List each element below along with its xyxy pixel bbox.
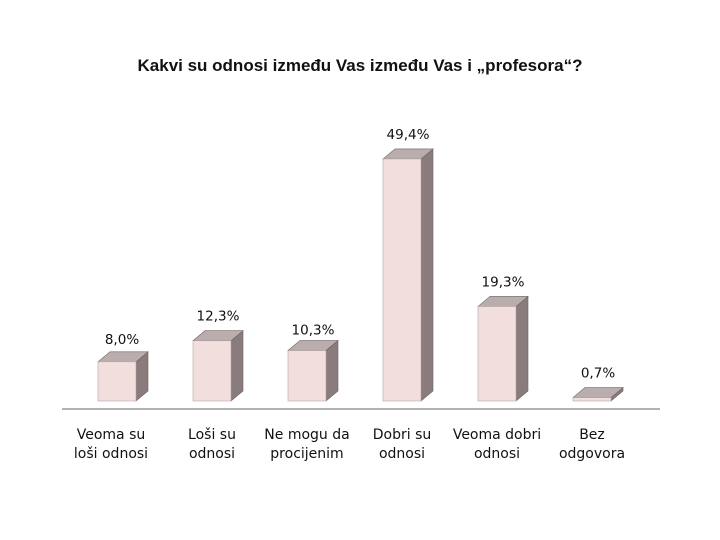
- data-label: 0,7%: [581, 366, 615, 382]
- category-label-line: odnosi: [378, 446, 426, 462]
- bar-front: [287, 350, 327, 402]
- bar-side: [420, 148, 434, 402]
- category-label-line: Ne mogu da: [264, 427, 350, 443]
- category-label-line: procijenim: [270, 446, 344, 462]
- data-label: 12,3%: [197, 309, 240, 325]
- category-label-line: Dobri su: [372, 427, 432, 443]
- bar: [287, 339, 339, 402]
- bar-side: [325, 339, 339, 402]
- category-label: Veoma dobri odnosi: [442, 426, 552, 464]
- category-label-line: odnosi: [188, 446, 236, 462]
- bar-side: [515, 295, 529, 402]
- data-label: 8,0%: [105, 332, 139, 348]
- bar-front: [477, 306, 517, 402]
- bar-front: [97, 361, 137, 402]
- bar: [97, 351, 149, 402]
- category-label-line: Bez: [579, 427, 605, 443]
- category-label: Loši su odnosi: [157, 426, 267, 464]
- bar: [192, 330, 244, 402]
- category-label-line: Veoma dobri: [452, 427, 542, 443]
- category-label: Dobri su odnosi: [347, 426, 457, 464]
- category-label: Veoma su loši odnosi: [56, 426, 166, 464]
- bar-front: [382, 158, 422, 402]
- data-label: 10,3%: [292, 323, 335, 339]
- bar-front: [572, 397, 612, 402]
- category-label: Bez odgovora: [537, 426, 647, 464]
- category-label: Ne mogu da procijenim: [252, 426, 362, 464]
- chart-title: Kakvi su odnosi između Vas između Vas i …: [137, 56, 583, 75]
- bar: [477, 295, 529, 402]
- category-label-line: Veoma su: [76, 427, 146, 443]
- category-label-line: loši odnosi: [73, 446, 149, 462]
- data-label: 49,4%: [387, 127, 430, 143]
- category-label-line: Loši su: [188, 427, 236, 443]
- data-label: 19,3%: [482, 274, 525, 290]
- category-label-line: odgovora: [558, 446, 626, 462]
- bar-side: [230, 330, 244, 402]
- bar-front: [192, 340, 232, 402]
- bar: [572, 386, 624, 402]
- category-label-line: odnosi: [473, 446, 521, 462]
- bar: [382, 148, 434, 402]
